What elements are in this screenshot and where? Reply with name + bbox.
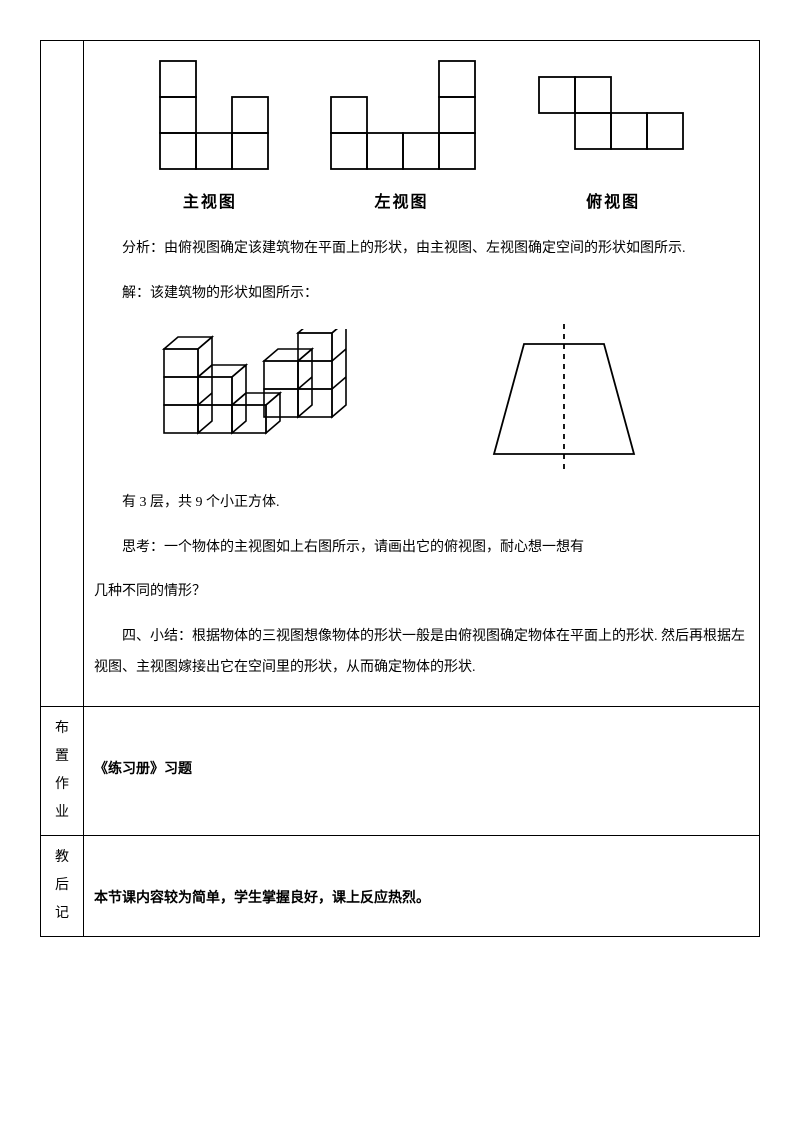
layers-text: 有 3 层，共 9 个小正方体. xyxy=(94,488,749,519)
left-view-block: 左视图 xyxy=(321,59,481,220)
main-content-cell: 主视图 左视图 xyxy=(84,41,760,707)
solution-text: 解：该建筑物的形状如图所示： xyxy=(94,279,749,310)
think2-text: 几种不同的情形？ xyxy=(94,577,749,608)
left-view-caption: 左视图 xyxy=(321,185,481,220)
top-view-block: 俯视图 xyxy=(533,59,693,220)
notes-text: 本节课内容较为简单，学生掌握良好，课上反应热烈。 xyxy=(94,884,749,915)
front-view-caption: 主视图 xyxy=(150,185,270,220)
homework-text: 《练习册》习题 xyxy=(94,755,749,786)
top-view-svg xyxy=(533,59,693,179)
solid-3d-svg xyxy=(154,329,394,469)
summary-text: 四、小结：根据物体的三视图想像物体的形状一般是由俯视图确定物体在平面上的形状. … xyxy=(94,622,749,684)
main-label-col xyxy=(41,41,84,707)
three-views-row: 主视图 左视图 xyxy=(124,59,719,220)
front-view-block: 主视图 xyxy=(150,59,270,220)
solids-row xyxy=(154,324,749,474)
think1-text: 思考：一个物体的主视图如上右图所示，请画出它的俯视图，耐心想一想有 xyxy=(94,533,749,564)
front-view-svg xyxy=(150,59,270,179)
notes-cell: 本节课内容较为简单，学生掌握良好，课上反应热烈。 xyxy=(84,835,760,936)
notes-label: 教后记 xyxy=(41,835,84,936)
left-view-svg xyxy=(321,59,481,179)
homework-label: 布置作业 xyxy=(41,706,84,835)
homework-cell: 《练习册》习题 xyxy=(84,706,760,835)
trapezoid-svg xyxy=(474,324,654,474)
analysis-text: 分析：由俯视图确定该建筑物在平面上的形状，由主视图、左视图确定空间的形状如图所示… xyxy=(94,234,749,265)
top-view-caption: 俯视图 xyxy=(533,185,693,220)
